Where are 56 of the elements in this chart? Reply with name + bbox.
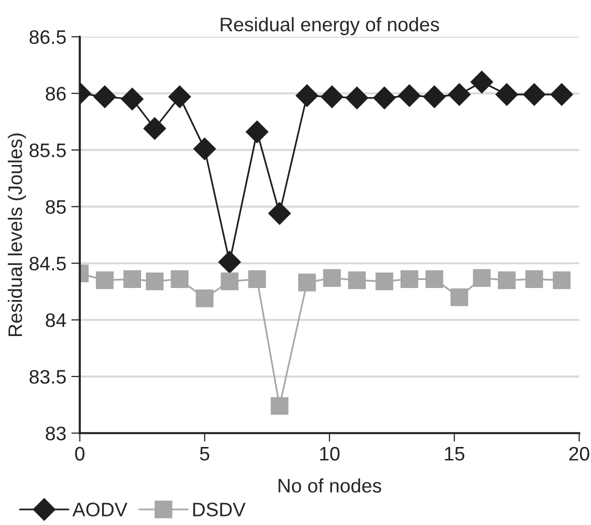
point xyxy=(143,117,166,140)
point xyxy=(320,85,344,108)
point xyxy=(268,202,291,225)
point xyxy=(348,271,366,290)
point xyxy=(398,84,421,107)
point xyxy=(400,270,418,288)
point xyxy=(550,83,574,106)
y-tick-label: 85.5 xyxy=(30,143,66,158)
point xyxy=(246,120,268,144)
x-tick-label: 20 xyxy=(569,446,590,461)
x-tick-label: 15 xyxy=(445,447,464,461)
point xyxy=(426,270,444,288)
point xyxy=(218,250,241,274)
point xyxy=(168,85,191,108)
y-tick-label: 84 xyxy=(46,313,66,328)
point xyxy=(220,272,238,290)
point xyxy=(323,269,341,287)
point xyxy=(146,272,164,290)
point xyxy=(470,70,494,94)
y-tick-label: 83 xyxy=(46,426,66,440)
point xyxy=(96,271,114,290)
point xyxy=(170,270,189,288)
point xyxy=(123,270,142,288)
y-tick-label: 86 xyxy=(46,86,66,101)
y-tick-label: 85 xyxy=(46,200,66,214)
x-tick-label: 5 xyxy=(200,447,210,461)
point xyxy=(248,270,266,288)
point xyxy=(423,85,446,108)
legend-label: DSDV xyxy=(193,502,246,516)
x-tick-label: 10 xyxy=(320,446,340,461)
point xyxy=(346,86,368,110)
point xyxy=(373,86,396,110)
point xyxy=(525,270,544,288)
point xyxy=(93,85,116,108)
y-tick-label: 86.5 xyxy=(30,30,66,44)
y-axis-title: Residual levels (Joules) xyxy=(8,133,26,336)
point xyxy=(193,138,216,160)
point xyxy=(450,288,468,306)
point xyxy=(495,83,518,106)
point xyxy=(472,269,491,287)
point xyxy=(298,274,316,292)
point xyxy=(196,290,214,308)
point xyxy=(120,88,144,110)
point xyxy=(498,271,516,290)
x-axis-title: No of nodes xyxy=(278,478,382,493)
point xyxy=(522,83,546,106)
point xyxy=(448,83,471,106)
chart-title: Residual energy of nodes xyxy=(220,17,440,36)
point xyxy=(376,272,394,290)
point xyxy=(296,84,318,107)
legend-label: AODV xyxy=(72,502,128,516)
y-tick-label: 84.5 xyxy=(30,256,66,270)
y-tick-label: 83.5 xyxy=(30,370,66,384)
point xyxy=(552,271,571,290)
point xyxy=(270,397,288,415)
x-tick-label: 0 xyxy=(75,446,84,461)
